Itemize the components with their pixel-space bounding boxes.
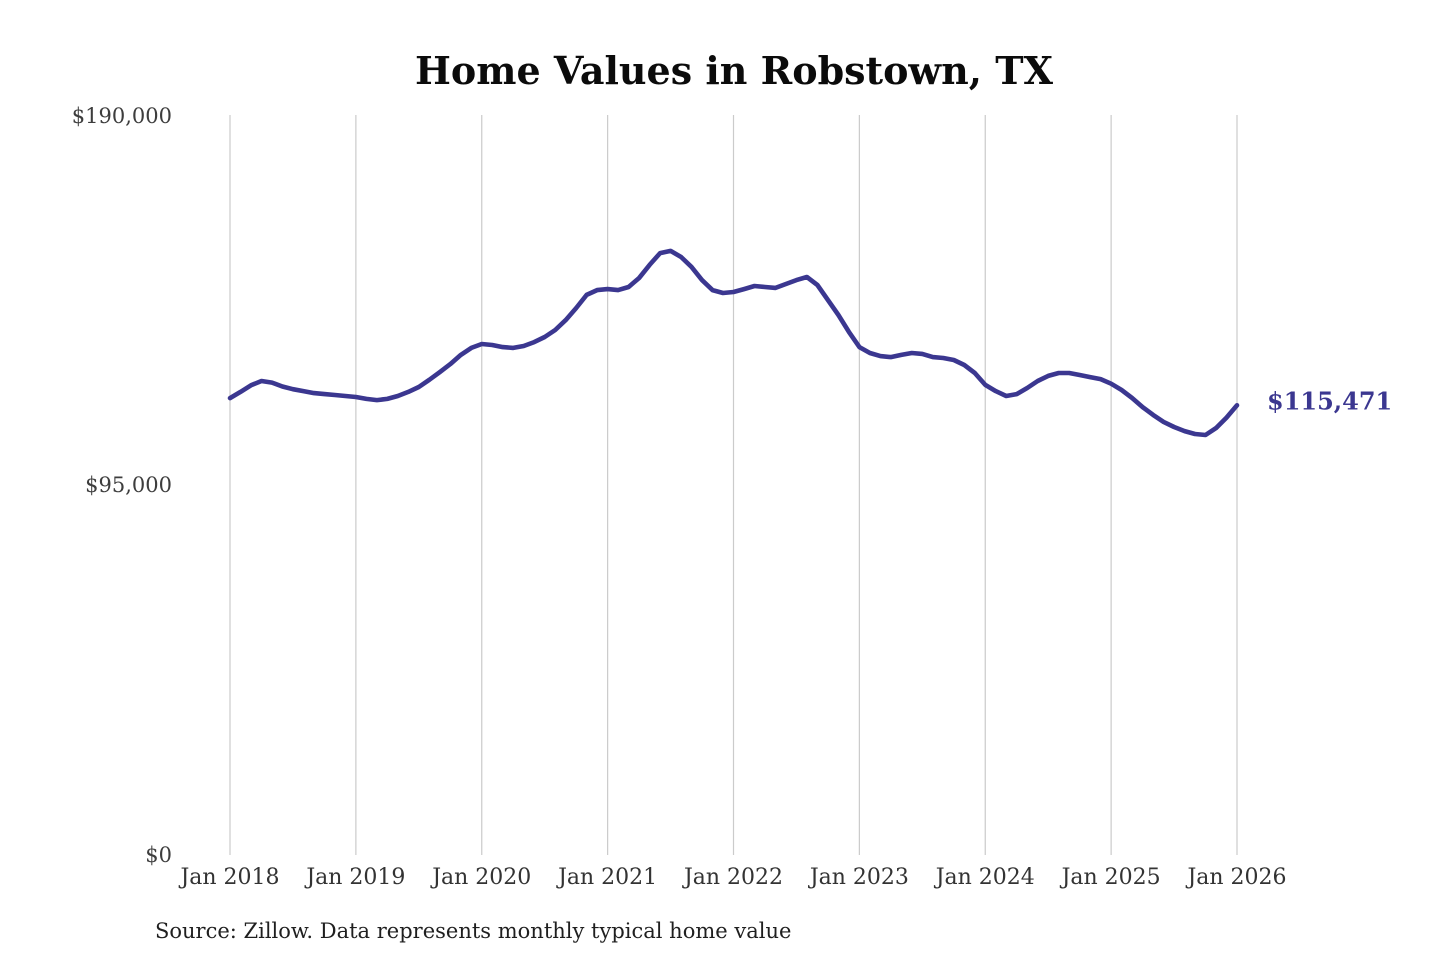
x-tick-label-2020: Jan 2020 <box>430 865 531 890</box>
x-tick-label-2019: Jan 2019 <box>304 865 405 890</box>
chart-title: Home Values in Robstown, TX <box>415 48 1054 93</box>
x-tick-label-2021: Jan 2021 <box>556 865 657 890</box>
x-tick-label-2018: Jan 2018 <box>178 865 279 890</box>
x-axis-tick-labels: Jan 2018 Jan 2019 Jan 2020 Jan 2021 Jan … <box>178 865 1286 890</box>
y-tick-label-190000: $190,000 <box>72 104 172 128</box>
y-tick-label-95000: $95,000 <box>85 473 172 497</box>
y-axis-tick-labels: $0 $95,000 $190,000 <box>72 104 172 867</box>
home-value-series-line <box>227 248 1240 438</box>
source-note: Source: Zillow. Data represents monthly … <box>155 919 791 943</box>
latest-value-label: $115,471 <box>1267 386 1392 415</box>
x-tick-label-2025: Jan 2025 <box>1060 865 1161 890</box>
x-tick-label-2024: Jan 2024 <box>934 865 1035 890</box>
x-tick-label-2026: Jan 2026 <box>1185 865 1286 890</box>
x-tick-label-2023: Jan 2023 <box>808 865 909 890</box>
y-tick-label-0: $0 <box>145 843 172 867</box>
year-gridlines <box>229 115 1238 855</box>
x-tick-label-2022: Jan 2022 <box>682 865 783 890</box>
